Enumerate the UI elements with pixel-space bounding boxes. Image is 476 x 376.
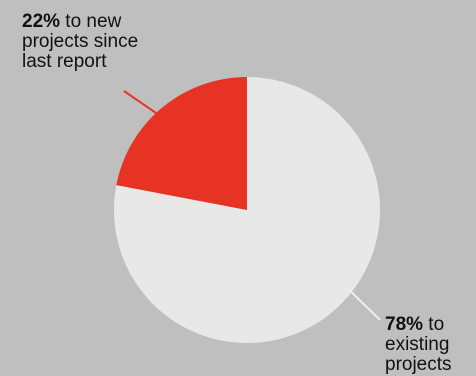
label-existing-projects: 78% to existing projects [385, 315, 475, 375]
leader-line-existing-projects [347, 288, 381, 321]
pie-slice-existing-projects [114, 77, 381, 344]
label-new-text: to new projects since last report [22, 11, 139, 72]
label-existing-text: to existing projects [385, 314, 452, 375]
leader-line-new-projects [123, 90, 182, 131]
label-new-percent: 22% [22, 11, 61, 32]
pie-slice-new-projects [116, 77, 247, 210]
label-existing-percent: 78% [385, 314, 424, 335]
label-new-projects: 22% to new projects since last report [22, 12, 142, 72]
